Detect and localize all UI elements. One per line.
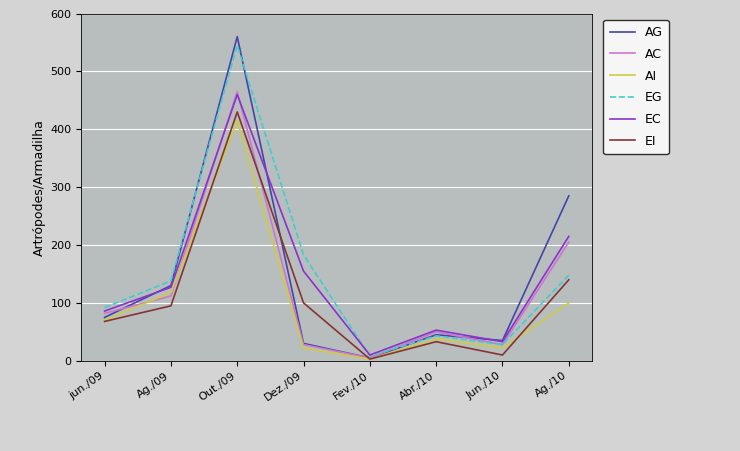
- EC: [100, 308, 109, 314]
- EC: [233, 92, 242, 97]
- AG: [100, 315, 109, 320]
- AG: [565, 193, 574, 198]
- AC: [233, 89, 242, 94]
- EC: [366, 352, 374, 358]
- AG: [366, 355, 374, 361]
- Legend: AG, AC, AI, EG, EC, EI: AG, AC, AI, EG, EC, EI: [603, 20, 669, 154]
- AG: [299, 341, 308, 346]
- AI: [299, 345, 308, 351]
- AC: [498, 342, 507, 347]
- AC: [565, 239, 574, 245]
- AC: [366, 355, 374, 361]
- Line: AI: AI: [104, 120, 569, 359]
- AI: [100, 318, 109, 323]
- EC: [431, 327, 440, 333]
- EI: [233, 109, 242, 115]
- AC: [166, 293, 175, 299]
- Line: EG: EG: [104, 46, 569, 356]
- EC: [565, 234, 574, 239]
- EI: [166, 303, 175, 308]
- Line: AG: AG: [104, 37, 569, 358]
- AI: [565, 300, 574, 306]
- AI: [431, 336, 440, 341]
- EC: [498, 339, 507, 345]
- EI: [299, 300, 308, 306]
- EC: [299, 268, 308, 274]
- EI: [565, 277, 574, 282]
- AG: [431, 332, 440, 337]
- Line: EC: EC: [104, 95, 569, 355]
- EG: [498, 342, 507, 347]
- EG: [299, 252, 308, 258]
- EG: [166, 278, 175, 284]
- Y-axis label: Artrópodes/Armadilha: Artrópodes/Armadilha: [33, 119, 47, 256]
- EI: [100, 319, 109, 324]
- AC: [431, 329, 440, 335]
- EG: [431, 333, 440, 339]
- AG: [233, 34, 242, 39]
- EG: [233, 43, 242, 48]
- AI: [166, 290, 175, 295]
- AI: [233, 118, 242, 123]
- AC: [100, 311, 109, 316]
- AI: [366, 356, 374, 362]
- AC: [299, 342, 308, 347]
- Line: AC: AC: [104, 92, 569, 358]
- EG: [100, 305, 109, 310]
- EC: [166, 285, 175, 290]
- Line: EI: EI: [104, 112, 569, 359]
- AI: [498, 345, 507, 351]
- EI: [431, 339, 440, 345]
- AG: [166, 283, 175, 288]
- EI: [498, 352, 507, 358]
- EG: [366, 354, 374, 359]
- EI: [366, 356, 374, 362]
- EG: [565, 272, 574, 278]
- AG: [498, 338, 507, 343]
